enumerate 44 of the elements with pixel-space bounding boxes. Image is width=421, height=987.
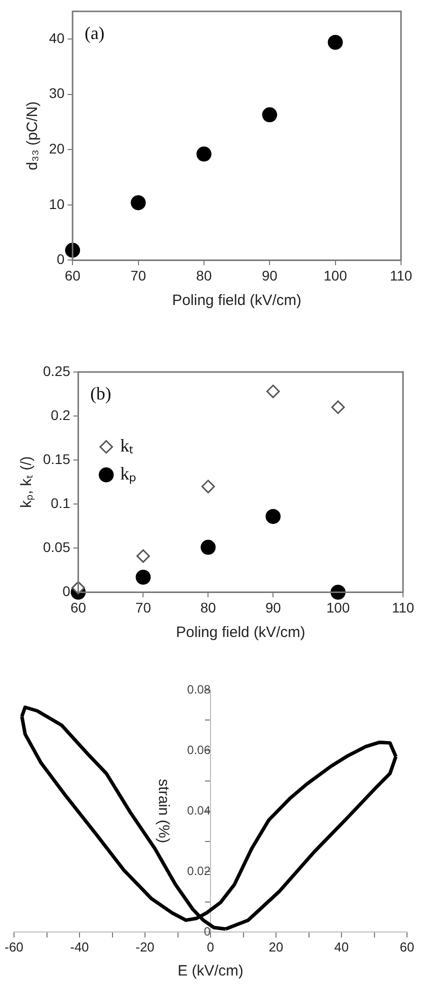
x-tick-label: 90 (265, 599, 282, 616)
y-tick-label: 0 (204, 924, 211, 938)
y-tick-label: 0.05 (43, 539, 70, 556)
x-tick-label: -20 (136, 939, 154, 954)
x-tick-label: 90 (262, 267, 278, 284)
annotation: (b) (90, 384, 112, 404)
y-axis-title: kₚ, kₜ (/) (18, 456, 36, 508)
y-tick-label: 0 (56, 251, 65, 268)
y-tick-label: 0.06 (187, 742, 211, 757)
y-tick-label: 0.02 (187, 864, 211, 878)
y-tick-label: 10 (48, 196, 65, 212)
y-tick-label: 0.15 (43, 450, 70, 467)
y-tick-label: 20 (48, 140, 65, 156)
annotation: (a) (84, 23, 105, 44)
x-tick-label: 60 (64, 267, 81, 284)
x-tick-label: 80 (200, 599, 216, 616)
y-tick-label: 0.25 (43, 362, 70, 379)
legend-label: kₜ (120, 436, 134, 456)
x-axis-title: E (kV/cm) (178, 962, 244, 980)
y-tick-label: 0.04 (187, 803, 211, 818)
x-axis-title: Poling field (kV/cm) (176, 624, 306, 642)
x-tick-label: 100 (324, 267, 348, 284)
y-tick-label: 40 (48, 30, 65, 46)
x-tick-label: 110 (392, 599, 414, 616)
x-tick-label: 80 (196, 267, 212, 284)
x-tick-label: 60 (70, 599, 86, 616)
legend-label: kₚ (120, 464, 136, 485)
x-tick-label: -60 (4, 939, 24, 954)
x-tick-label: 110 (390, 267, 412, 284)
x-tick-label: 100 (326, 599, 350, 616)
x-tick-label: -40 (70, 939, 89, 954)
y-tick-label: 0.1 (50, 494, 70, 511)
x-tick-label: 70 (130, 267, 146, 284)
y-axis-title: strain (%) (155, 778, 172, 844)
y-tick-label: 0.08 (187, 682, 211, 696)
y-axis-title: d₃₃ (pC/N) (24, 101, 42, 170)
y-tick-label: 0 (62, 583, 70, 600)
x-tick-label: 40 (334, 939, 349, 954)
x-axis-title: Poling field (kV/cm) (172, 292, 302, 310)
x-tick-label: 60 (400, 939, 414, 954)
x-tick-label: 70 (135, 599, 152, 616)
x-tick-label: 20 (268, 939, 284, 954)
y-tick-label: 30 (48, 85, 65, 102)
y-tick-label: 0.2 (50, 406, 70, 423)
